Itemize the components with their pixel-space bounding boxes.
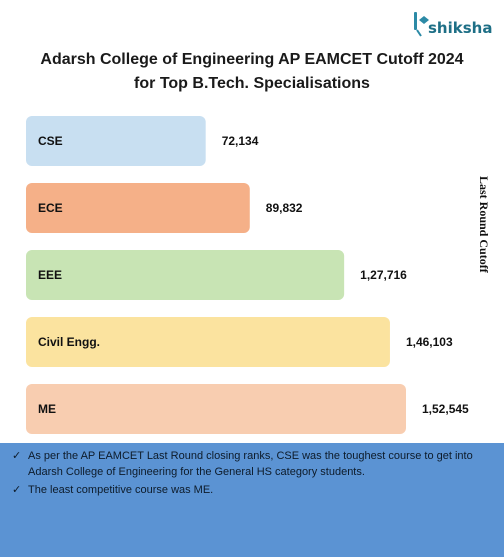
notes-panel: ✓ As per the AP EAMCET Last Round closin…: [0, 443, 504, 557]
note-item: ✓ As per the AP EAMCET Last Round closin…: [12, 448, 490, 480]
note-text: As per the AP EAMCET Last Round closing …: [28, 450, 473, 478]
notes-list: ✓ As per the AP EAMCET Last Round closin…: [12, 448, 490, 500]
bar-civil-engg: [26, 317, 390, 367]
bar-eee: [26, 250, 345, 300]
category-label: CSE: [38, 134, 63, 148]
bar-cse: [26, 116, 206, 166]
note-item: ✓ The least competitive course was ME.: [12, 482, 490, 498]
chart-title-line-2: for Top B.Tech. Specialisations: [134, 75, 370, 92]
bar-me: [26, 384, 406, 434]
check-icon: ✓: [12, 484, 22, 496]
category-label: Civil Engg.: [38, 335, 100, 349]
axis-label: Last Round Cutoff: [477, 176, 491, 273]
chart-title-line-1: Adarsh College of Engineering AP EAMCET …: [40, 51, 464, 68]
bar-ece: [26, 183, 250, 233]
shiksha-logo: [414, 12, 429, 37]
value-label: 89,832: [266, 201, 303, 215]
note-text: The least competitive course was ME.: [28, 484, 214, 496]
value-label: 72,134: [222, 134, 259, 148]
brand-name: shiksha: [428, 19, 493, 37]
cutoff-bar-chart: CSE 72,134 ECE 89,832 EEE 1,27,716 Civil Engg.…: [26, 116, 469, 434]
value-label: 1,52,545: [422, 402, 469, 416]
category-label: ME: [38, 402, 56, 416]
category-label: EEE: [38, 268, 62, 282]
value-label: 1,27,716: [360, 268, 407, 282]
check-icon: ✓: [12, 450, 22, 462]
value-label: 1,46,103: [406, 335, 453, 349]
category-label: ECE: [38, 201, 63, 215]
chart-title: Adarsh College of Engineering AP EAMCET …: [0, 48, 504, 96]
